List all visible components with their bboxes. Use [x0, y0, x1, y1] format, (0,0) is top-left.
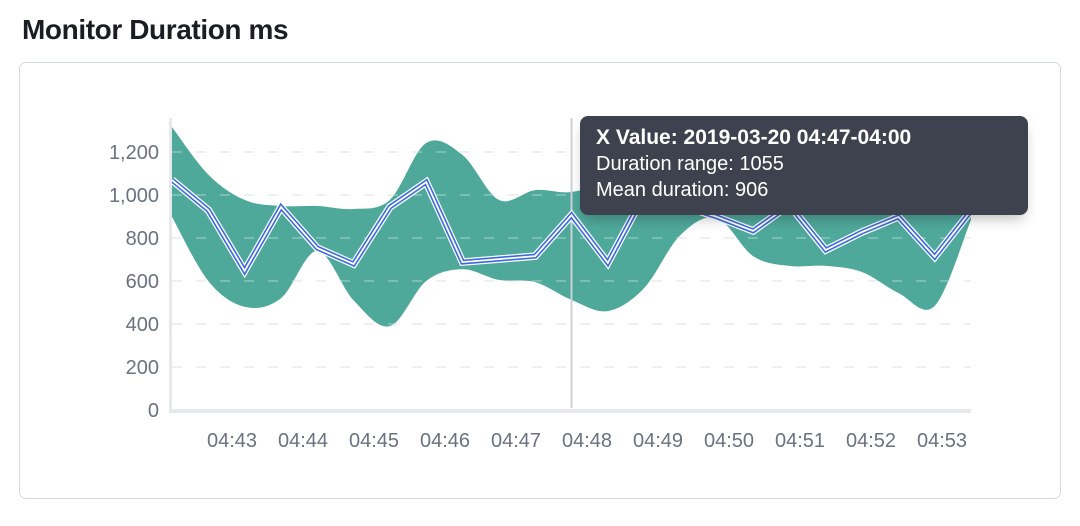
x-axis-tick-label: 04:51	[775, 430, 825, 452]
x-axis-tick-label: 04:43	[207, 430, 257, 452]
y-axis-tick-label: 400	[126, 314, 159, 336]
x-axis-tick-label: 04:53	[917, 430, 967, 452]
page-title: Monitor Duration ms	[22, 14, 289, 45]
x-axis-tick-label: 04:44	[278, 430, 328, 452]
x-axis-tick-label: 04:45	[349, 430, 399, 452]
y-axis-tick-label: 1,000	[109, 185, 159, 207]
x-axis-tick-label: 04:52	[846, 430, 896, 452]
y-axis-tick-label: 0	[148, 400, 159, 422]
x-axis-tick-label: 04:50	[704, 430, 754, 452]
y-axis-tick-label: 800	[126, 228, 159, 250]
y-axis-tick-label: 600	[126, 271, 159, 293]
x-axis-tick-label: 04:47	[491, 430, 541, 452]
x-axis-line	[169, 409, 971, 413]
x-axis-tick-label: 04:48	[562, 430, 612, 452]
y-axis-tick-label: 1,200	[109, 142, 159, 164]
x-axis-tick-label: 04:46	[420, 430, 470, 452]
mean-duration-line	[171, 179, 972, 273]
tooltip-mean-duration: Mean duration: 906	[596, 179, 769, 201]
tooltip-duration-range: Duration range: 1055	[596, 153, 784, 175]
tooltip-x-value: X Value: 2019-03-20 04:47-04:00	[596, 126, 912, 149]
y-axis-tick-label: 200	[126, 357, 159, 379]
y-axis-line	[169, 118, 172, 412]
x-axis-tick-label: 04:49	[633, 430, 683, 452]
chart-tooltip: X Value: 2019-03-20 04:47-04:00 Duration…	[580, 116, 1028, 215]
